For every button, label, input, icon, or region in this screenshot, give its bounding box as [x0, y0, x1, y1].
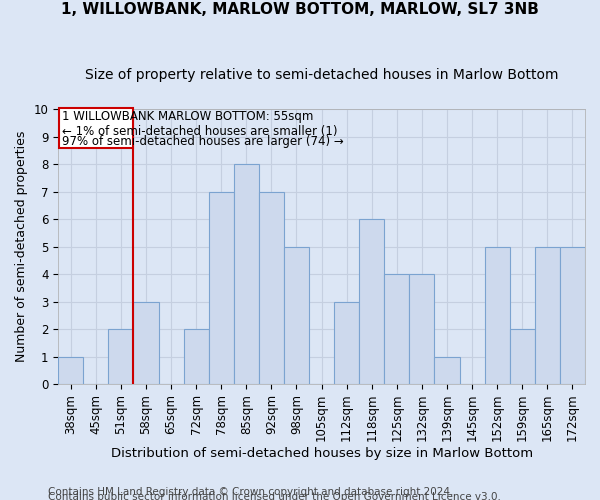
Bar [109, 329, 133, 384]
Title: Size of property relative to semi-detached houses in Marlow Bottom: Size of property relative to semi-detach… [85, 68, 559, 82]
Bar [259, 192, 284, 384]
Text: 1 WILLOWBANK MARLOW BOTTOM: 55sqm: 1 WILLOWBANK MARLOW BOTTOM: 55sqm [62, 110, 313, 124]
Bar [434, 356, 460, 384]
Bar [133, 302, 158, 384]
Bar [334, 302, 359, 384]
Bar [184, 329, 209, 384]
Text: ← 1% of semi-detached houses are smaller (1): ← 1% of semi-detached houses are smaller… [62, 124, 337, 138]
Bar [209, 192, 234, 384]
Bar [384, 274, 409, 384]
Text: Contains HM Land Registry data © Crown copyright and database right 2024.: Contains HM Land Registry data © Crown c… [48, 487, 454, 497]
Y-axis label: Number of semi-detached properties: Number of semi-detached properties [15, 131, 28, 362]
Bar [284, 246, 309, 384]
Bar [409, 274, 434, 384]
Text: 97% of semi-detached houses are larger (74) →: 97% of semi-detached houses are larger (… [62, 135, 344, 148]
Bar [535, 246, 560, 384]
Bar [234, 164, 259, 384]
Bar [485, 246, 510, 384]
Bar [510, 329, 535, 384]
Text: Contains public sector information licensed under the Open Government Licence v3: Contains public sector information licen… [48, 492, 501, 500]
Bar [58, 356, 83, 384]
X-axis label: Distribution of semi-detached houses by size in Marlow Bottom: Distribution of semi-detached houses by … [110, 447, 533, 460]
Bar [560, 246, 585, 384]
Bar [359, 219, 384, 384]
FancyBboxPatch shape [59, 108, 133, 148]
Text: 1, WILLOWBANK, MARLOW BOTTOM, MARLOW, SL7 3NB: 1, WILLOWBANK, MARLOW BOTTOM, MARLOW, SL… [61, 2, 539, 18]
